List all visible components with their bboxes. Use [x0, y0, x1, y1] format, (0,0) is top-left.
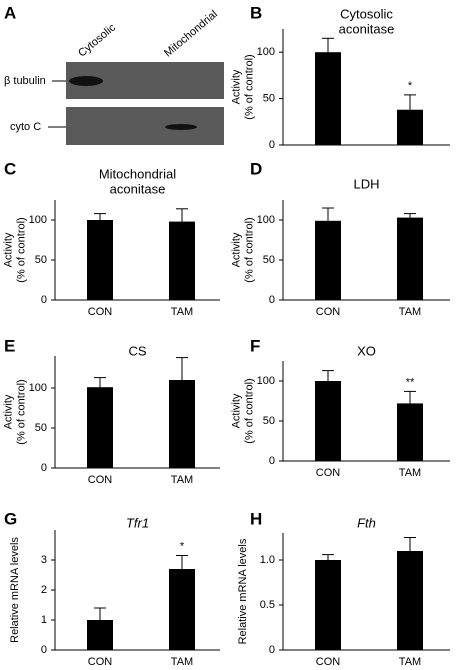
y-axis-label: (% of control) [15, 217, 27, 282]
y-tick-label: 2 [41, 584, 47, 596]
y-axis-label: Relative mRNA levels [237, 538, 249, 644]
chart-title: Tfr1 [126, 515, 149, 530]
chart-title: aconitase [110, 181, 166, 196]
x-tick-label: TAM [399, 306, 421, 318]
significance-mark: ** [406, 376, 415, 388]
panel-letter: C [4, 159, 16, 178]
y-axis-label: Activity [2, 394, 14, 429]
row-label: cyto C [10, 121, 41, 133]
y-axis-label: Activity [230, 393, 242, 428]
x-tick-label: TAM [171, 474, 193, 486]
y-axis-label: (% of control) [15, 379, 27, 444]
lane-label: Mitochondrial [162, 8, 220, 59]
lane-label: Cytosolic [76, 21, 118, 59]
y-axis-label: (% of control) [243, 54, 255, 119]
y-tick-label: 100 [257, 214, 275, 226]
panel-letter: H [250, 509, 262, 528]
y-tick-label: 0 [41, 462, 47, 474]
panel-letter: G [4, 509, 17, 528]
y-tick-label: 3 [41, 554, 47, 566]
x-tick-label: TAM [171, 656, 193, 665]
y-tick-label: 100 [257, 46, 275, 58]
y-tick-label: 0 [41, 644, 47, 656]
y-tick-label: 0 [269, 455, 275, 467]
panel-letter: F [250, 336, 260, 355]
panel-letter: B [250, 3, 262, 22]
bar [87, 220, 113, 300]
x-tick-label: TAM [171, 306, 193, 318]
y-tick-label: 50 [35, 254, 47, 266]
y-tick-label: 0 [269, 644, 275, 656]
y-axis-label: (% of control) [243, 217, 255, 282]
bar [169, 221, 195, 300]
panel-letter: E [4, 336, 15, 355]
y-tick-label: 100 [29, 382, 47, 394]
x-tick-label: CON [316, 306, 341, 318]
panel-letter: D [250, 159, 262, 178]
y-tick-label: 100 [29, 214, 47, 226]
bar [315, 560, 341, 650]
blot-band [69, 76, 103, 86]
x-tick-label: CON [316, 467, 341, 479]
blot-band [165, 124, 197, 130]
x-tick-label: CON [88, 474, 113, 486]
bar [169, 569, 195, 650]
bar [87, 387, 113, 468]
bar [397, 109, 423, 145]
significance-mark: * [180, 540, 185, 552]
y-axis-label: Relative mRNA levels [9, 537, 21, 643]
bar [397, 217, 423, 300]
y-tick-label: 50 [35, 422, 47, 434]
chart-title: XO [357, 343, 376, 358]
bar [87, 620, 113, 650]
y-tick-label: 0.5 [260, 599, 275, 611]
bar [315, 220, 341, 300]
chart-title: Mitochondrial [99, 166, 176, 181]
bar [169, 380, 195, 468]
y-tick-label: 1.0 [260, 554, 275, 566]
significance-mark: * [408, 80, 413, 92]
y-tick-label: 0 [269, 294, 275, 306]
y-tick-label: 1 [41, 614, 47, 626]
y-tick-label: 50 [263, 415, 275, 427]
y-tick-label: 0 [269, 139, 275, 151]
chart-title: LDH [353, 176, 379, 191]
x-tick-label: TAM [399, 656, 421, 665]
x-tick-label: CON [88, 656, 113, 665]
panel-letter: A [4, 3, 16, 22]
chart-title: CS [128, 343, 146, 358]
bar [397, 403, 423, 461]
y-axis-label: Activity [230, 232, 242, 267]
bar [315, 52, 341, 146]
y-tick-label: 50 [263, 93, 275, 105]
y-axis-label: Activity [2, 232, 14, 267]
x-tick-label: CON [316, 656, 341, 665]
y-tick-label: 100 [257, 375, 275, 387]
chart-title: Fth [357, 515, 376, 530]
y-axis-label: (% of control) [243, 378, 255, 443]
blot-strip [66, 107, 224, 145]
row-label: β tubulin [4, 75, 46, 87]
chart-title: Cytosolic [340, 6, 393, 21]
x-tick-label: CON [88, 306, 113, 318]
chart-title: aconitase [339, 21, 395, 36]
bar [397, 551, 423, 650]
y-tick-label: 0 [41, 294, 47, 306]
y-axis-label: Activity [230, 69, 242, 104]
y-tick-label: 50 [263, 254, 275, 266]
bar [315, 381, 341, 461]
x-tick-label: TAM [399, 467, 421, 479]
